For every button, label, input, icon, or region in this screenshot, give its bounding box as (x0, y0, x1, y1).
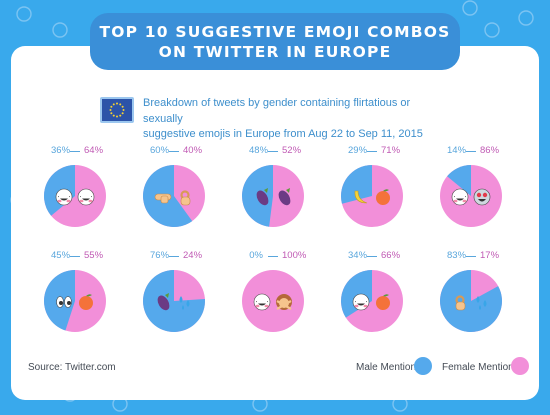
grinning-face-icon (352, 293, 370, 311)
female-slice (242, 270, 304, 332)
label-separator (466, 256, 476, 257)
background-doodle (484, 22, 500, 38)
title-line-1: TOP 10 SUGGESTIVE EMOJI COMBOS (99, 23, 451, 41)
eu-star-icon (110, 105, 113, 108)
male-percent-label: 76% (150, 250, 170, 261)
eu-star-icon (121, 105, 124, 108)
banana-icon (354, 190, 368, 204)
male-percent-label: 48% (249, 145, 269, 156)
male-slice (143, 270, 205, 332)
label-separator (367, 256, 377, 257)
subtitle-line-1: Breakdown of tweets by gender containing… (143, 97, 411, 125)
female-percent-label: 52% (282, 145, 302, 156)
heart-eyes-face-icon (473, 188, 491, 206)
eggplant-icon (256, 188, 269, 206)
male-percent-label: 29% (348, 145, 368, 156)
female-percent-label: 100% (282, 250, 307, 261)
background-doodle (462, 0, 478, 16)
eu-star-icon (109, 109, 112, 111)
background-doodle (16, 6, 32, 22)
eu-star-icon (121, 112, 124, 115)
label-separator (268, 256, 278, 257)
peach-icon (376, 189, 390, 205)
legend-male-swatch (414, 357, 432, 375)
eu-star-icon (110, 112, 113, 115)
eggplant-icon (278, 188, 291, 206)
legend-male-label: Male Mentions (356, 362, 422, 373)
male-slice (440, 270, 502, 332)
label-separator (367, 151, 377, 152)
label-separator (169, 151, 179, 152)
male-percent-label: 14% (447, 145, 467, 156)
male-percent-label: 45% (51, 250, 71, 261)
eu-star-icon (116, 115, 118, 118)
grinning-face-icon (55, 188, 73, 206)
title-banner: TOP 10 SUGGESTIVE EMOJI COMBOS ON TWITTE… (90, 13, 460, 70)
background-doodle (52, 22, 68, 38)
pie-chart (142, 165, 205, 227)
grinning-face-icon (451, 188, 469, 206)
grinning-face-icon (253, 293, 271, 311)
pie-chart (43, 165, 106, 227)
sweat-droplets-icon (476, 296, 487, 310)
male-slice (447, 165, 471, 196)
pie-chart (44, 270, 106, 332)
female-percent-label: 24% (183, 250, 203, 261)
pie-chart (242, 165, 304, 227)
legend-female-label: Female Mentions (442, 362, 519, 373)
subtitle: Breakdown of tweets by gender containing… (143, 96, 443, 143)
background-doodle (518, 10, 534, 26)
ok-hand-icon (455, 295, 466, 311)
pie-chart (143, 270, 205, 332)
female-percent-label: 86% (480, 145, 500, 156)
pie-chart (440, 270, 502, 332)
pie-chart (242, 270, 304, 332)
male-percent-label: 83% (447, 250, 467, 261)
sweat-droplets-icon (179, 296, 190, 310)
peach-icon (376, 294, 390, 310)
legend-female-swatch (511, 357, 529, 375)
male-percent-label: 34% (348, 250, 368, 261)
pie-chart (341, 165, 403, 227)
female-percent-label: 71% (381, 145, 401, 156)
male-percent-label: 0% (249, 250, 263, 261)
eyes-icon (56, 296, 72, 308)
pointing-hand-icon (154, 193, 172, 204)
label-separator (268, 151, 278, 152)
eu-star-icon (122, 109, 125, 111)
woman-gesturing-no-icon (276, 294, 292, 310)
source-note: Source: Twitter.com (28, 362, 116, 373)
male-percent-label: 60% (150, 145, 170, 156)
female-percent-label: 64% (84, 145, 104, 156)
label-separator (466, 151, 476, 152)
ok-hand-icon (180, 190, 191, 206)
subtitle-line-2: suggestive emojis in Europe from Aug 22 … (143, 128, 423, 140)
label-separator (70, 151, 80, 152)
grinning-face-icon (77, 188, 95, 206)
eu-flag-icon (100, 97, 134, 123)
eu-star-icon (119, 114, 122, 117)
male-percent-label: 36% (51, 145, 71, 156)
female-percent-label: 40% (183, 145, 203, 156)
eu-star-icon (116, 102, 118, 105)
eggplant-icon (157, 293, 170, 311)
title-line-2: ON TWITTER IN EUROPE (158, 43, 392, 61)
eu-star-icon (112, 103, 115, 106)
label-separator (169, 256, 179, 257)
pie-chart (341, 270, 403, 332)
peach-icon (79, 294, 93, 310)
female-percent-label: 55% (84, 250, 104, 261)
eu-star-icon (112, 114, 115, 117)
female-percent-label: 66% (381, 250, 401, 261)
pie-chart (440, 165, 502, 227)
female-percent-label: 17% (480, 250, 500, 261)
label-separator (70, 256, 80, 257)
male-slice (341, 165, 372, 204)
eu-star-icon (119, 103, 122, 106)
